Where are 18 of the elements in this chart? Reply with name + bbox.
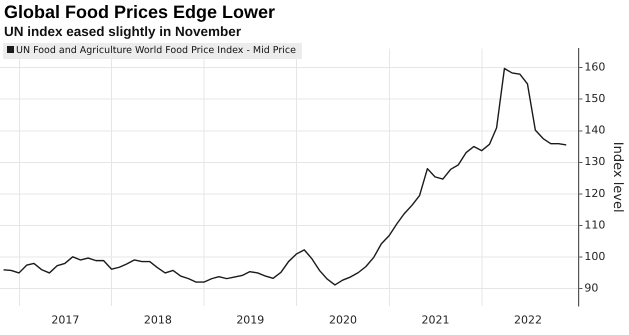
y-tick-label: 100 xyxy=(584,250,606,263)
x-tick-label: 2018 xyxy=(144,313,172,326)
y-tick-label: 140 xyxy=(584,124,606,137)
x-tick-label: 2020 xyxy=(329,313,358,326)
y-tick-label: 90 xyxy=(584,282,598,295)
y-tick-label: 120 xyxy=(584,186,606,200)
y-axis-title: Index level xyxy=(610,142,625,213)
y-tick-label: 130 xyxy=(584,155,606,168)
x-tick-label: 2022 xyxy=(514,313,542,326)
y-tick-label: 160 xyxy=(584,60,606,74)
x-tick-label: 2017 xyxy=(51,313,80,326)
chart-subtitle: UN index eased slightly in November xyxy=(4,24,242,39)
y-tick-label: 110 xyxy=(584,218,606,232)
legend-label: UN Food and Agriculture World Food Price Index - Mid Price xyxy=(16,45,296,56)
x-tick-label: 2019 xyxy=(236,313,264,326)
x-tick-label: 2021 xyxy=(422,313,450,326)
y-tick-label: 150 xyxy=(584,92,606,106)
chart-title: Global Food Prices Edge Lower xyxy=(4,2,276,23)
